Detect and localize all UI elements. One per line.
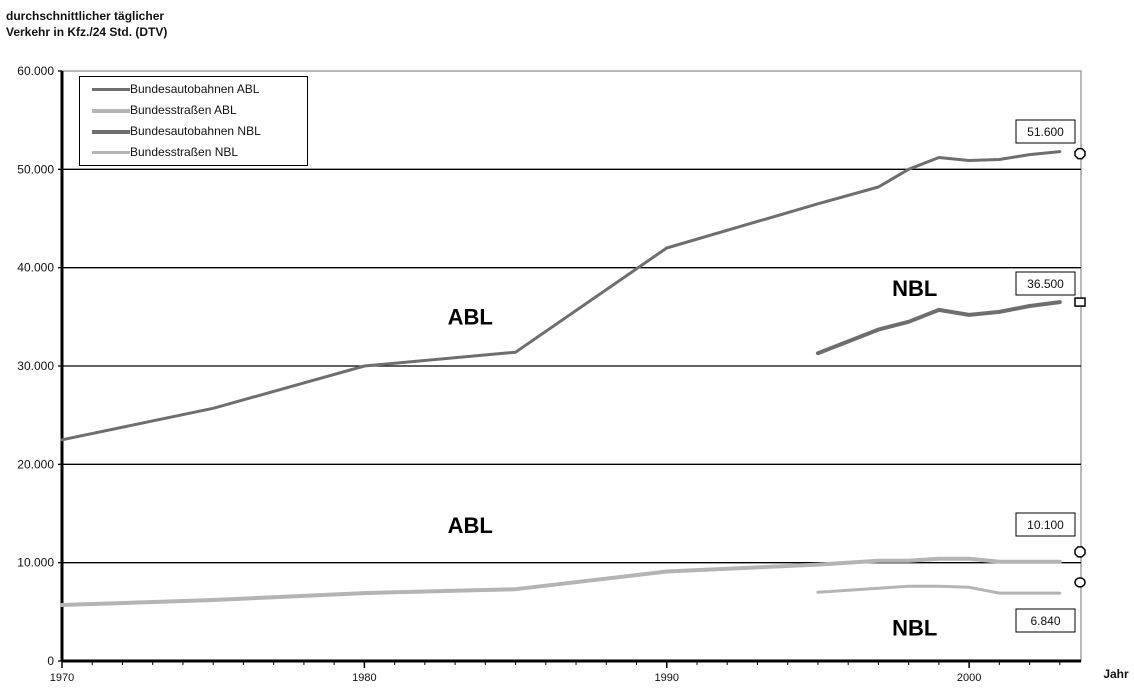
legend-swatch: [92, 88, 130, 91]
value-label-box: [1015, 512, 1076, 537]
series-line-4: [816, 584, 1062, 595]
y-tick-label: 60.000: [17, 64, 54, 78]
endpoint-marker: [1074, 546, 1086, 558]
y-tick-label: 30.000: [17, 359, 54, 373]
x-tick-label: 1970: [50, 672, 74, 684]
value-label-box: [1015, 608, 1076, 633]
y-tick-label: 50.000: [17, 162, 54, 176]
value-label: 51.600: [1027, 125, 1064, 139]
y-tick-label: 20.000: [17, 457, 54, 471]
endpoint-marker: [1074, 147, 1086, 160]
x-axis-title: Jahr: [1103, 667, 1129, 681]
value-label: 36.500: [1027, 277, 1064, 291]
x-tick-label: 2000: [957, 672, 981, 684]
value-label-box: [1015, 119, 1076, 144]
endpoint-marker: [1074, 297, 1086, 307]
endpoint-marker: [1074, 577, 1086, 588]
chart-legend: Bundesautobahnen ABL Bundesstraßen ABL B…: [79, 76, 308, 166]
region-annotation: ABL: [448, 305, 493, 330]
legend-item-bab-nbl: Bundesautobahnen NBL: [80, 122, 307, 143]
region-annotation: NBL: [892, 276, 937, 301]
legend-item-bs-nbl: Bundesstraßen NBL: [80, 143, 307, 164]
region-annotation: NBL: [892, 615, 937, 640]
y-axis-title-line-2: Verkehr in Kfz./24 Std. (DTV): [6, 25, 168, 39]
region-annotation: ABL: [448, 513, 493, 538]
legend-swatch: [92, 109, 130, 113]
series-line-2: [60, 556, 1062, 607]
x-tick-label: 1990: [655, 672, 679, 684]
value-label: 6.840: [1030, 614, 1060, 628]
value-label: 10.100: [1027, 518, 1064, 532]
legend-label: Bundesautobahnen ABL: [130, 82, 260, 96]
legend-swatch: [92, 151, 130, 154]
legend-item-bs-abl: Bundesstraßen ABL: [80, 101, 307, 122]
y-tick-label: 10.000: [17, 556, 54, 570]
y-axis-title-line-1: durchschnittlicher täglicher: [6, 9, 165, 23]
y-axis-title: durchschnittlicher täglicher Verkehr in …: [6, 8, 167, 40]
legend-label: Bundesstraßen ABL: [130, 103, 237, 117]
y-tick-label: 40.000: [17, 261, 54, 275]
value-label-box: [1015, 271, 1076, 296]
legend-label: Bundesstraßen NBL: [130, 145, 239, 159]
series-line-3: [815, 300, 1062, 356]
y-tick-label: 0: [47, 654, 54, 668]
legend-label: Bundesautobahnen NBL: [130, 124, 261, 138]
legend-item-bab-abl: Bundesautobahnen ABL: [80, 80, 307, 101]
series-line-1: [60, 150, 1062, 442]
x-tick-label: 1980: [352, 672, 376, 684]
legend-swatch: [92, 130, 130, 134]
